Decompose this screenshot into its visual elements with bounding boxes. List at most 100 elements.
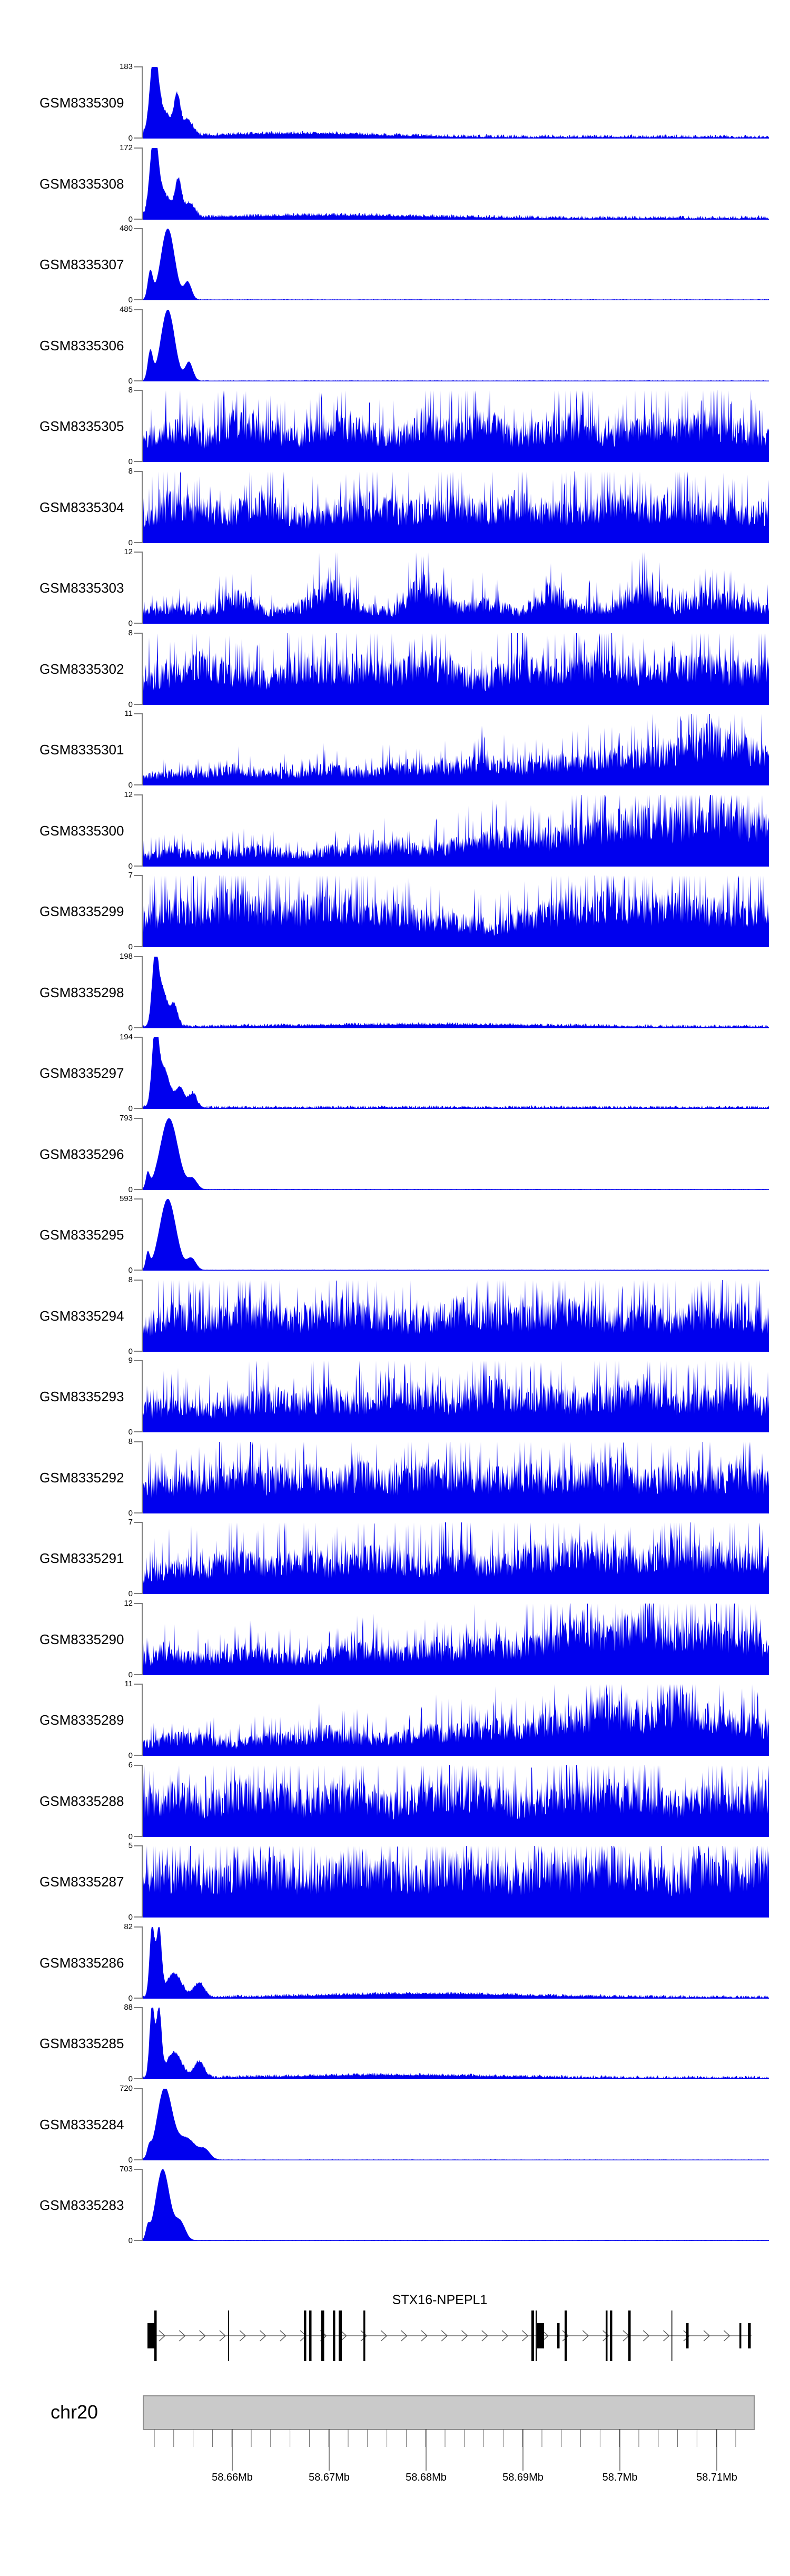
track-sample-label: GSM8335290	[39, 1631, 124, 1647]
coverage-track-row: GSM8335307 480 0	[0, 224, 790, 304]
gene-exon	[565, 2310, 567, 2361]
coverage-track-row: GSM8335295 593 0	[0, 1194, 790, 1275]
gene-exon	[610, 2310, 613, 2361]
coverage-track-row: GSM8335297 194 0	[0, 1033, 790, 1113]
coverage-plot	[134, 794, 769, 867]
gene-exon	[739, 2323, 742, 2348]
chromosome-label: chr20	[51, 2401, 98, 2423]
track-sample-label: GSM8335309	[39, 94, 124, 111]
coverage-track-row: GSM8335309 183 0	[0, 62, 790, 143]
track-sample-label: GSM8335297	[39, 1065, 124, 1081]
track-ymax-label: 480	[119, 224, 133, 233]
track-sample-label: GSM8335306	[39, 337, 124, 353]
track-sample-label: GSM8335283	[39, 2197, 124, 2213]
gene-exon	[628, 2310, 631, 2361]
ruler-tick-label: 58.68Mb	[406, 2472, 447, 2483]
track-ymin-label: 0	[128, 1509, 133, 1518]
gene-exon	[304, 2310, 307, 2361]
coverage-track-row: GSM8335284 720 0	[0, 2084, 790, 2165]
track-ymax-label: 793	[119, 1114, 133, 1123]
track-ymin-label: 0	[128, 1024, 133, 1033]
track-ymax-label: 8	[128, 1437, 133, 1446]
track-sample-label: GSM8335305	[39, 418, 124, 434]
coverage-plot	[134, 633, 769, 705]
track-ymax-label: 88	[124, 2003, 133, 2012]
coverage-track-row: GSM8335287 5 0	[0, 1841, 790, 1922]
coverage-track-row: GSM8335299 7 0	[0, 871, 790, 951]
coverage-track-row: GSM8335283 703 0	[0, 2165, 790, 2245]
track-sample-label: GSM8335294	[39, 1307, 124, 1324]
track-ymax-label: 183	[119, 62, 133, 71]
track-ymin-label: 0	[128, 1428, 133, 1437]
coverage-plot	[134, 1522, 769, 1594]
track-sample-label: GSM8335301	[39, 741, 124, 758]
gene-name-label: STX16-NPEPL1	[392, 2293, 488, 2307]
track-ymax-label: 9	[128, 1356, 133, 1365]
coverage-plot	[134, 1118, 769, 1190]
track-ymin-label: 0	[128, 1832, 133, 1841]
track-sample-label: GSM8335307	[39, 256, 124, 272]
coverage-track-row: GSM8335293 9 0	[0, 1356, 790, 1437]
track-ymax-label: 11	[124, 1679, 133, 1688]
gene-exon	[686, 2323, 689, 2348]
track-ymin-label: 0	[128, 700, 133, 709]
coverage-plot	[134, 228, 769, 300]
coverage-plot	[134, 1926, 769, 1999]
track-ymax-label: 8	[128, 467, 133, 476]
track-ymax-label: 720	[119, 2084, 133, 2093]
track-ymax-label: 172	[119, 143, 133, 152]
coverage-plot	[134, 471, 769, 543]
gene-exon	[606, 2310, 608, 2361]
coverage-track-row: GSM8335292 8 0	[0, 1437, 790, 1518]
track-ymin-label: 0	[128, 1913, 133, 1922]
track-sample-label: GSM8335292	[39, 1469, 124, 1486]
ruler-tick-label: 58.71Mb	[696, 2472, 737, 2483]
track-ymin-label: 0	[128, 2156, 133, 2165]
coverage-plot	[134, 1198, 769, 1271]
gene-exon	[154, 2310, 157, 2361]
track-ymax-label: 7	[128, 1518, 133, 1527]
track-sample-label: GSM8335287	[39, 1873, 124, 1890]
track-sample-label: GSM8335291	[39, 1550, 124, 1566]
coverage-plot	[134, 1360, 769, 1432]
gene-exon	[321, 2310, 324, 2361]
coverage-plot	[134, 1280, 769, 1352]
ruler-tick-label: 58.66Mb	[212, 2472, 253, 2483]
gene-exon	[557, 2323, 560, 2348]
track-ymax-label: 485	[119, 305, 133, 314]
track-ymax-label: 8	[128, 1275, 133, 1284]
track-ymax-label: 11	[124, 709, 133, 718]
track-ymin-label: 0	[128, 1347, 133, 1356]
coverage-plot	[134, 2088, 769, 2160]
coverage-plot	[134, 2007, 769, 2079]
coverage-plot	[134, 309, 769, 381]
track-sample-label: GSM8335289	[39, 1712, 124, 1728]
track-ymin-label: 0	[128, 1266, 133, 1275]
track-ymax-label: 198	[119, 952, 133, 961]
coverage-plot	[134, 552, 769, 624]
track-ymax-label: 12	[124, 790, 133, 799]
track-sample-label: GSM8335300	[39, 822, 124, 839]
coverage-plot	[134, 1603, 769, 1675]
coverage-plot	[134, 148, 769, 220]
track-ymin-label: 0	[128, 1751, 133, 1760]
coverage-plot	[134, 66, 769, 139]
gene-exon	[748, 2323, 751, 2348]
coverage-track-row: GSM8335291 7 0	[0, 1518, 790, 1598]
coverage-track-row: GSM8335285 88 0	[0, 2003, 790, 2083]
coverage-plot	[134, 390, 769, 462]
track-sample-label: GSM8335284	[39, 2116, 124, 2132]
track-ymax-label: 703	[119, 2165, 133, 2174]
coverage-plot	[134, 956, 769, 1028]
ruler-ticks	[154, 2429, 736, 2471]
track-sample-label: GSM8335302	[39, 661, 124, 677]
coverage-track-row: GSM8335289 11 0	[0, 1679, 790, 1760]
track-ymax-label: 6	[128, 1761, 133, 1769]
gene-exon	[228, 2310, 229, 2361]
coverage-track-row: GSM8335288 6 0	[0, 1761, 790, 1841]
coverage-plot	[134, 713, 769, 785]
coverage-plot	[134, 1441, 769, 1513]
track-ymax-label: 194	[119, 1033, 133, 1041]
track-sample-label: GSM8335303	[39, 579, 124, 596]
track-ymin-label: 0	[128, 2236, 133, 2245]
